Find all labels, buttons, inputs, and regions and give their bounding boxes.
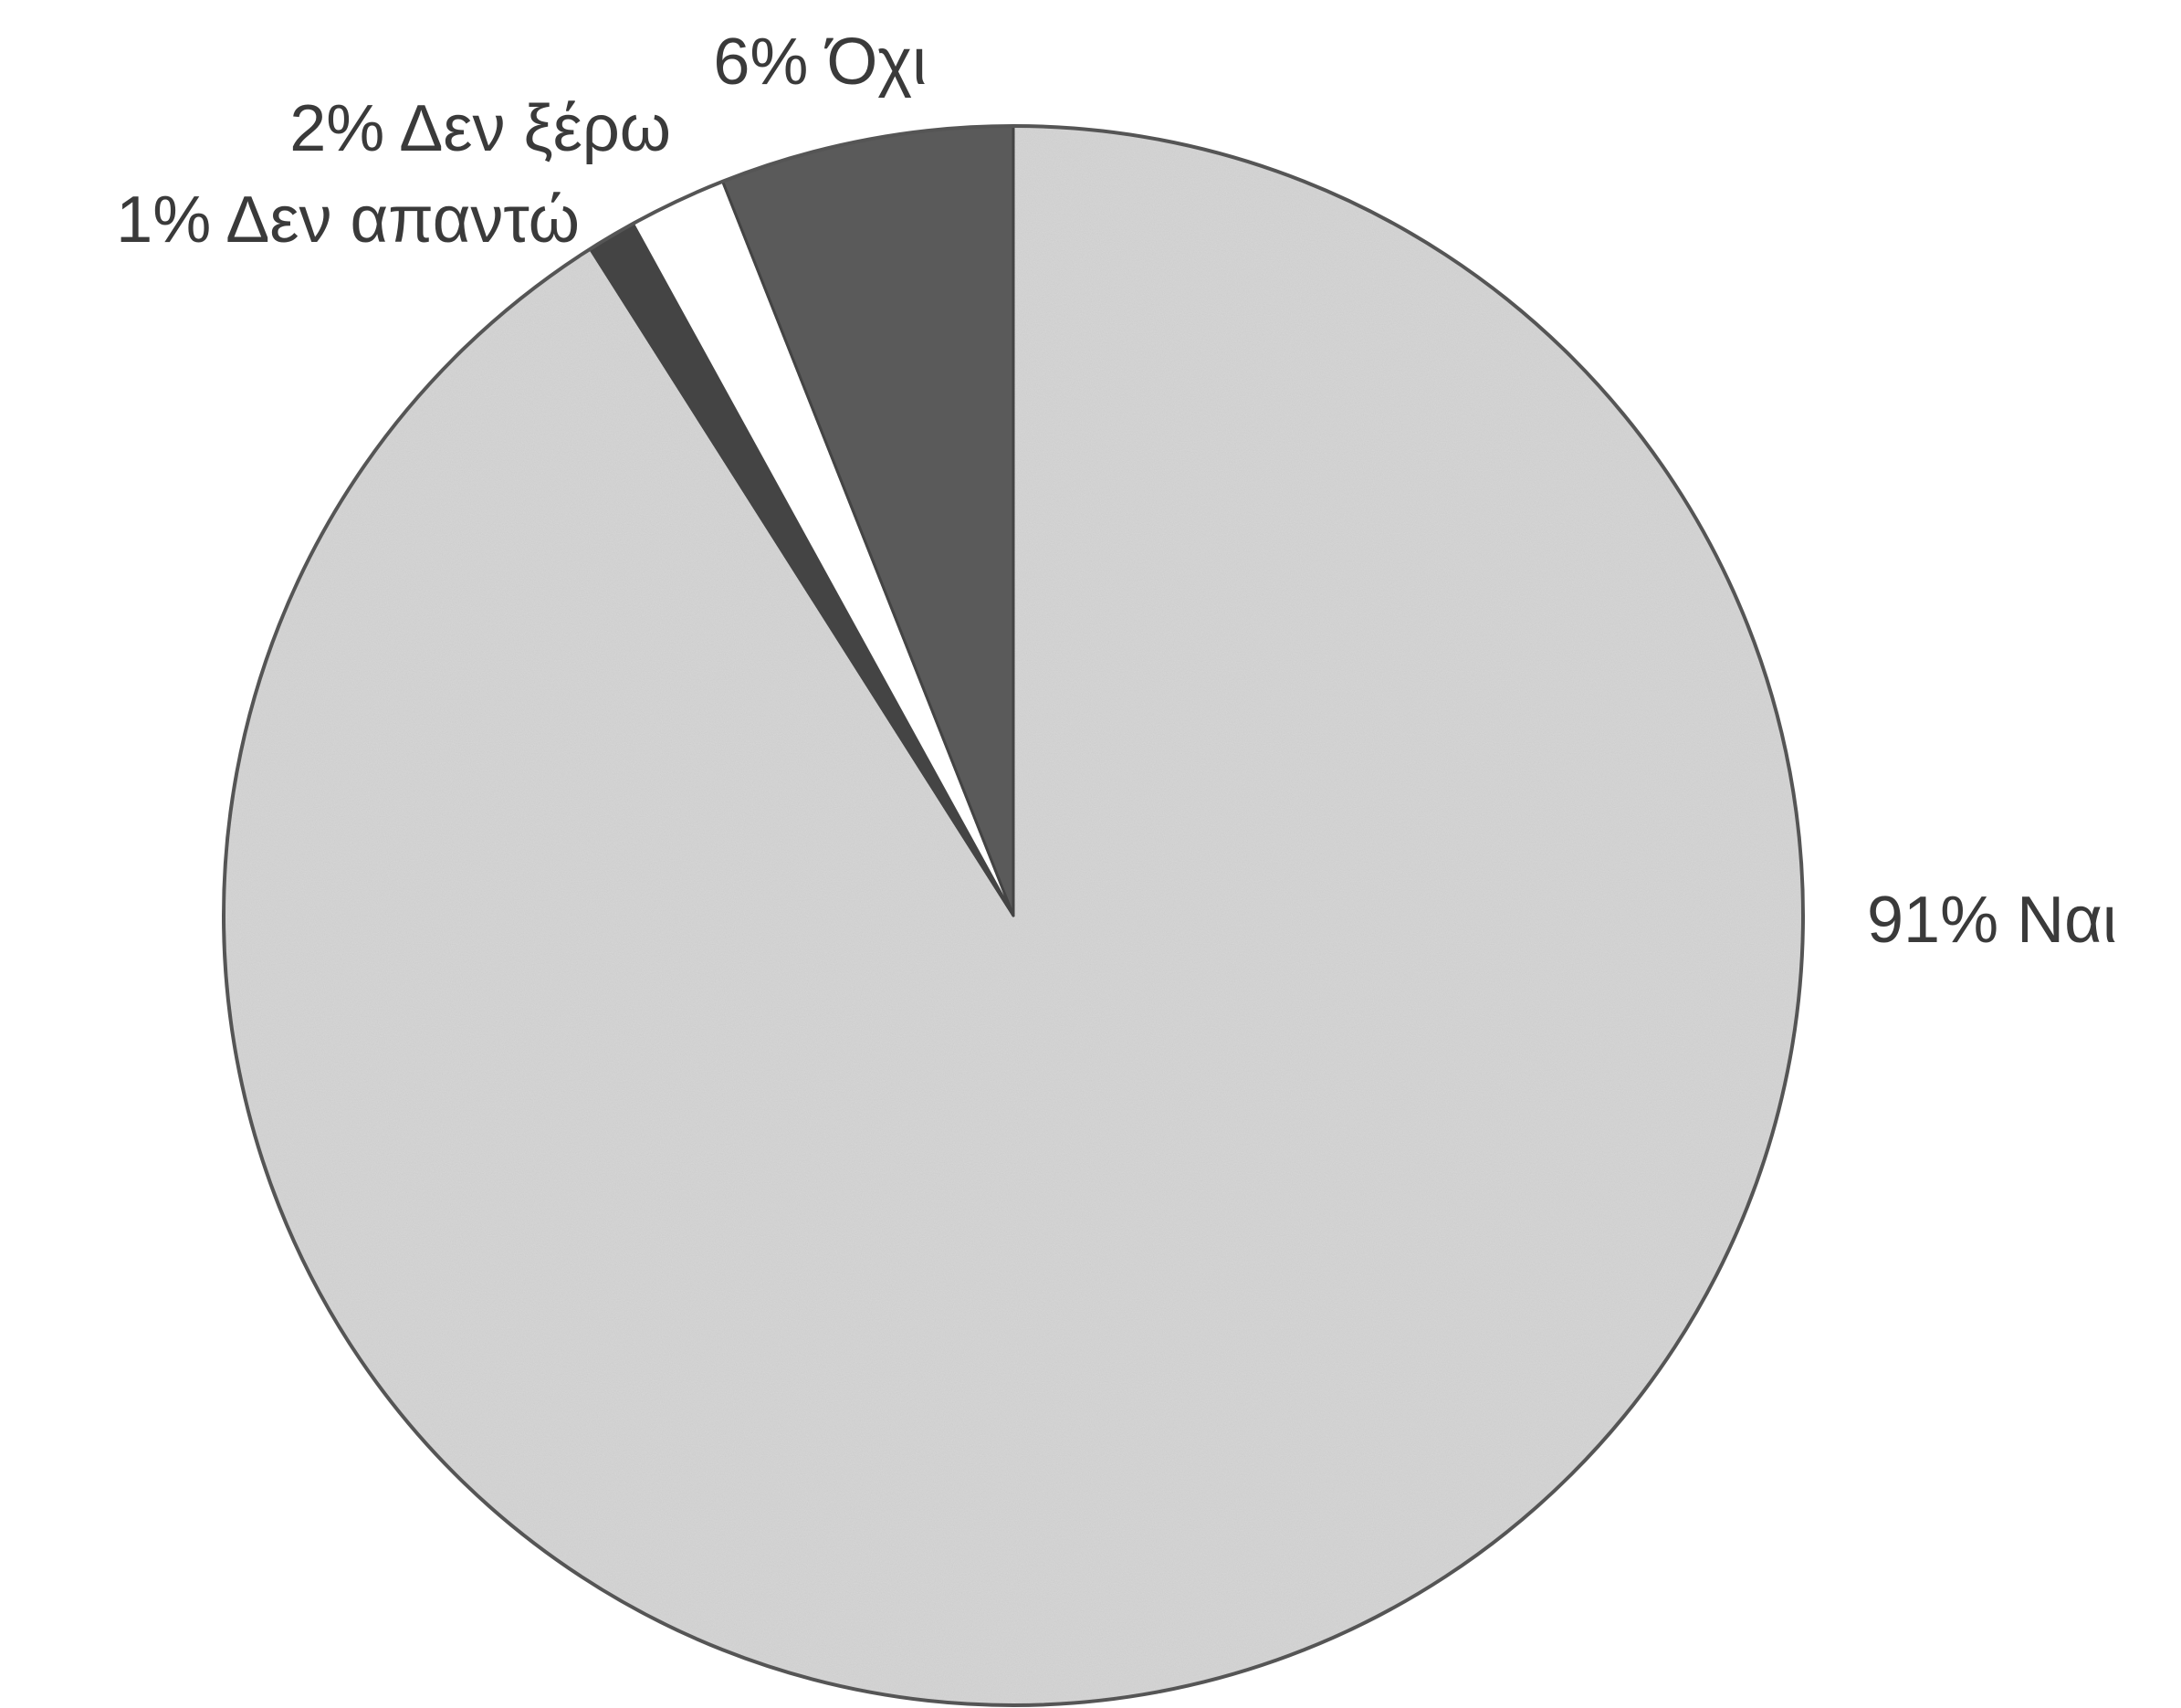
slice-label-4: 6% Όχι	[713, 26, 927, 99]
slice-label-3: 2% Δεν ξέρω	[289, 92, 671, 165]
pie-outline	[222, 124, 1805, 1707]
pie-labels: 91% Ναι 1% Δεν απαντώ 2% Δεν ξέρω 6% Όχι	[116, 26, 2117, 957]
slice-label-2: 1% Δεν απαντώ	[116, 183, 580, 257]
slice-label-1: 91% Ναι	[1867, 884, 2117, 957]
pie-slices	[222, 124, 1805, 1707]
